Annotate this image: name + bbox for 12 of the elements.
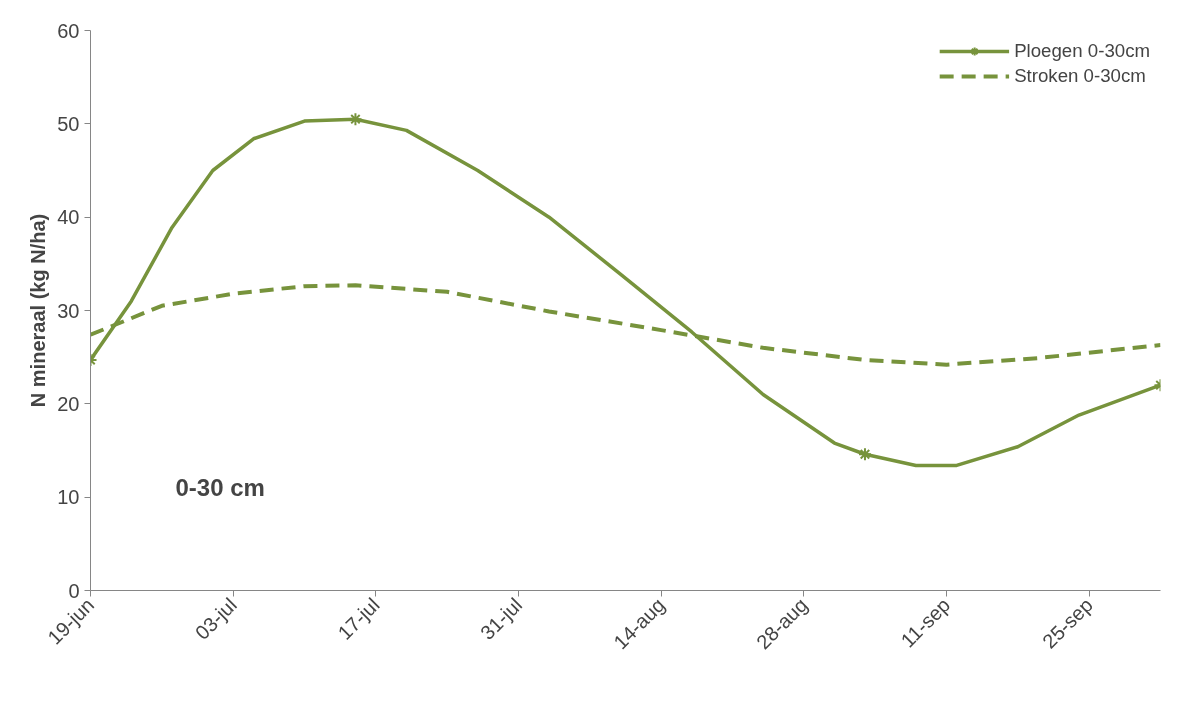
- y-tick-label: 0: [68, 579, 80, 602]
- y-axis-title: N mineraal (kg N/ha): [27, 213, 50, 408]
- legend-label: Ploegen 0-30cm: [1014, 40, 1150, 62]
- annotation: 0-30 cm: [175, 473, 265, 501]
- y-tick-label: 60: [57, 19, 80, 42]
- legend-label: Stroken 0-30cm: [1014, 65, 1146, 87]
- line-series: [90, 117, 1161, 468]
- y-tick-label: 10: [57, 486, 80, 509]
- y-tick-label: 50: [57, 112, 80, 135]
- y-tick-label: 40: [57, 206, 80, 229]
- y-tick-label: 30: [57, 299, 80, 322]
- y-tick-label: 20: [57, 392, 80, 415]
